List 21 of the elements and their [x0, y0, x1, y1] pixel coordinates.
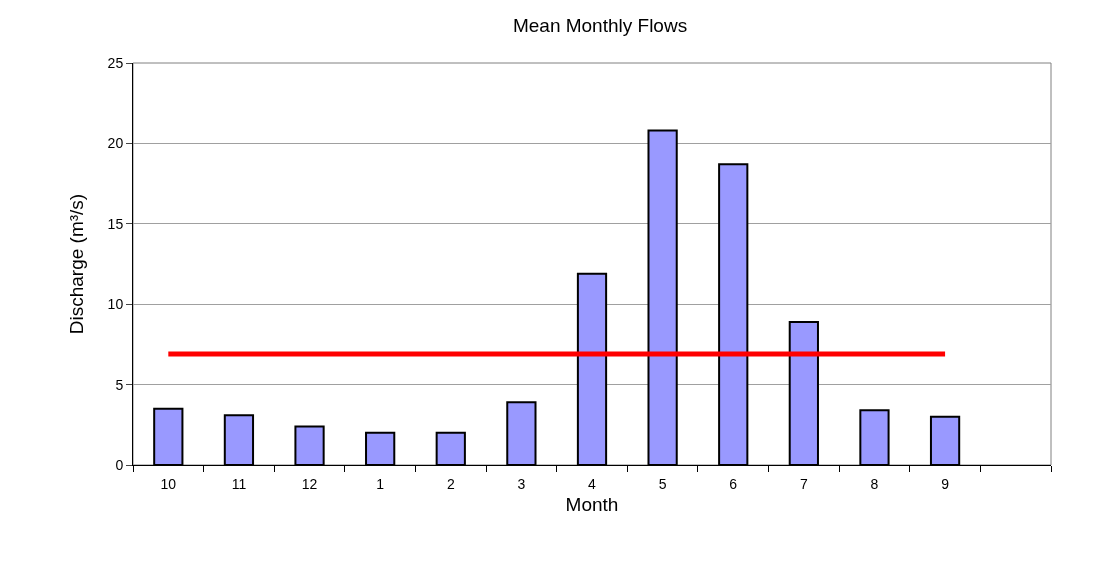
y-tick-label: 15 — [107, 215, 124, 232]
x-tick-label: 1 — [376, 475, 385, 492]
x-tick-label: 2 — [446, 475, 455, 492]
y-tick-label: 20 — [107, 135, 124, 152]
chart-title: Mean Monthly Flows — [512, 15, 688, 37]
y-tick-label: 25 — [107, 54, 124, 71]
x-tick-label: 9 — [941, 475, 950, 492]
y-axis-title: Discharge (m³/s) — [66, 193, 88, 335]
x-tick-label: 11 — [231, 475, 247, 492]
y-tick-label: 0 — [115, 456, 124, 473]
x-tick-label: 12 — [301, 475, 318, 492]
x-tick-label: 3 — [517, 475, 526, 492]
x-tick-label: 4 — [588, 475, 597, 492]
x-axis-title: Month — [565, 493, 619, 515]
x-tick-label: 10 — [160, 475, 177, 492]
x-tick-label: 7 — [799, 475, 808, 492]
x-tick-label: 6 — [729, 475, 738, 492]
y-tick-label: 10 — [107, 296, 124, 313]
x-tick-label: 8 — [870, 475, 879, 492]
x-tick-label: 5 — [658, 475, 667, 492]
y-tick-label: 5 — [115, 376, 124, 393]
